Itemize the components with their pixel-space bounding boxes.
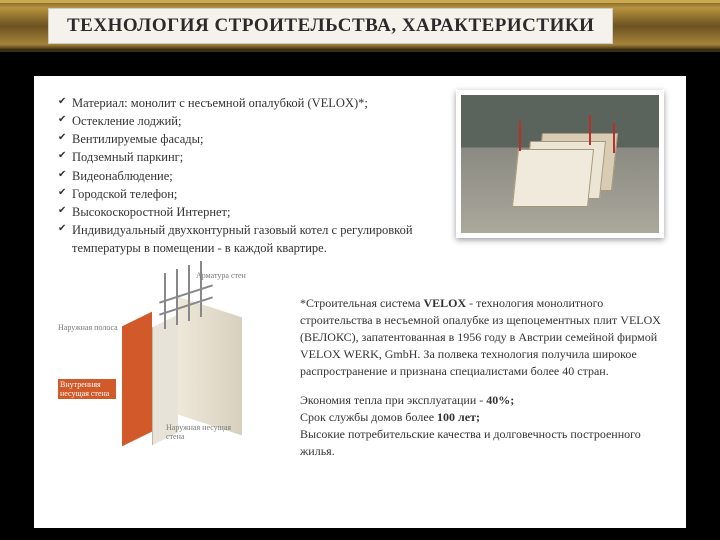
page-title: ТЕХНОЛОГИЯ СТРОИТЕЛЬСТВА, ХАРАКТЕРИСТИКИ xyxy=(48,8,613,44)
desc-paragraph: Экономия тепла при эксплуатации - 40%; С… xyxy=(300,392,664,460)
feature-list: Материал: монолит с несъемной опалубкой … xyxy=(58,94,442,257)
diagram-label: Наружная полоса xyxy=(58,323,118,332)
list-item: Вентилируемые фасады; xyxy=(58,130,442,148)
header-bar: ТЕХНОЛОГИЯ СТРОИТЕЛЬСТВА, ХАРАКТЕРИСТИКИ xyxy=(0,0,720,52)
list-item: Подземный паркинг; xyxy=(58,148,442,166)
diagram-label: Внутренняя несущая стена xyxy=(58,379,116,399)
list-item: Городской телефон; xyxy=(58,185,442,203)
list-item: Видеонаблюдение; xyxy=(58,167,442,185)
desc-paragraph: *Строительная система VELOX - технология… xyxy=(300,295,664,380)
top-row: Материал: монолит с несъемной опалубкой … xyxy=(58,94,664,257)
diagram-label: Арматура стен xyxy=(196,271,246,280)
description-text: *Строительная система VELOX - технология… xyxy=(300,271,664,472)
content-panel: Материал: монолит с несъемной опалубкой … xyxy=(34,76,686,528)
list-item: Высокоскоростной Интернет; xyxy=(58,203,442,221)
list-item: Индивидуальный двухконтурный газовый кот… xyxy=(58,221,442,257)
wall-diagram: Арматура стен Наружная полоса Внутренняя… xyxy=(58,271,282,451)
diagram-label: Наружная несущая стена xyxy=(166,423,232,441)
bottom-row: Арматура стен Наружная полоса Внутренняя… xyxy=(58,271,664,472)
list-item: Материал: монолит с несъемной опалубкой … xyxy=(58,94,442,112)
product-photo xyxy=(456,90,664,238)
list-item: Остекление лоджий; xyxy=(58,112,442,130)
